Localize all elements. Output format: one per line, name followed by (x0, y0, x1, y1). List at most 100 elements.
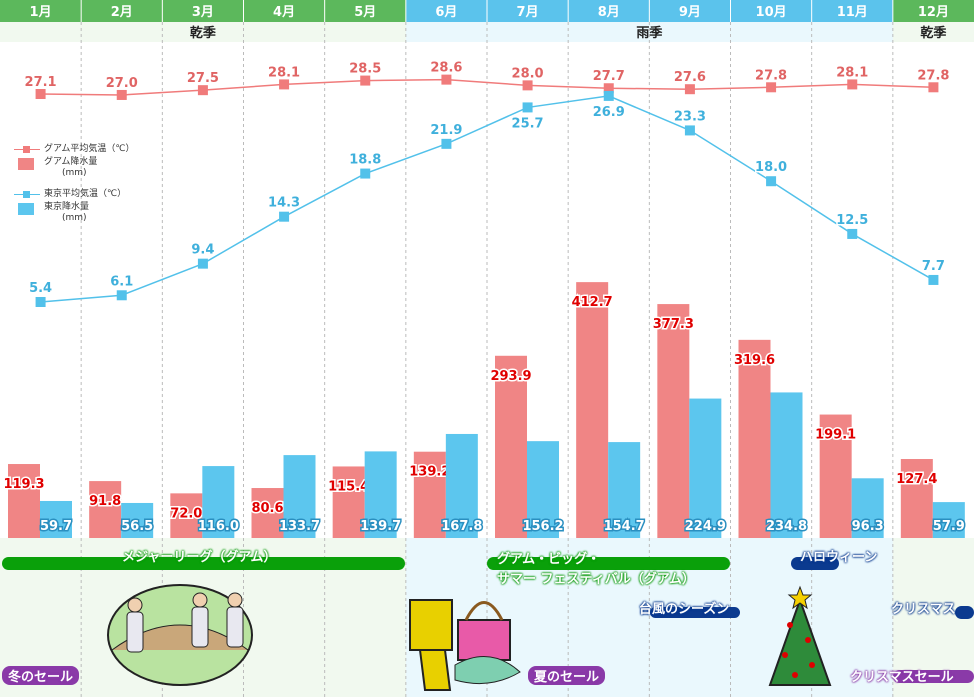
legend-square-icon (23, 146, 30, 153)
guam-temp-label: 27.0 (106, 76, 138, 91)
tree-icon (768, 596, 832, 686)
tokyo-rain-bar (364, 451, 397, 538)
legend-tokyo-rain: 東京降水量 (mm) (14, 202, 126, 224)
guam-temp-label: 27.8 (755, 68, 787, 83)
shopping-bag-icon (409, 599, 453, 651)
christmas-tree-illustration (768, 585, 832, 686)
tokyo-rain-label: 154.7 (604, 519, 645, 534)
legend-label: グアム降水量 (44, 157, 98, 167)
month-header (568, 0, 650, 22)
tokyo-temp-label: 12.5 (836, 213, 868, 228)
plot-bg (162, 42, 244, 538)
guam-temp-label: 27.7 (593, 69, 625, 84)
guam-rain-bar (657, 304, 690, 538)
guam-rain-label: 377.3 (653, 317, 694, 332)
guam-rain-bar (170, 493, 203, 538)
guam-temp-label: 28.1 (268, 65, 300, 80)
tokyo-rain-bar (121, 502, 154, 538)
season-label: 乾季 (920, 25, 946, 41)
month-header (649, 0, 731, 22)
tokyo-rain-label: 56.5 (121, 519, 153, 534)
tokyo-rain-bar (527, 441, 559, 538)
tokyo-temp-label: 26.9 (593, 105, 625, 120)
legend-label: 東京降水量 (44, 202, 90, 212)
tokyo-rain-bar (689, 398, 722, 538)
month-label: 1月 (30, 5, 52, 20)
xmas-sale-bar (893, 670, 974, 683)
guam-temp-point (603, 83, 614, 94)
tokyo-temp-point (279, 211, 290, 222)
tokyo-rain-bar (445, 433, 478, 538)
guam-rain-label: 412.7 (572, 295, 613, 310)
month-label: 2月 (111, 5, 133, 20)
tokyo-rain-bar (283, 455, 316, 538)
tokyo-temp-point (197, 258, 208, 269)
guam-temp-point (847, 79, 858, 90)
guam-rain-label: 319.6 (734, 353, 775, 368)
month-label: 4月 (273, 5, 295, 20)
guam-rain-bar (332, 466, 365, 538)
tokyo-temp-point (35, 296, 46, 307)
tokyo-rain-label: 96.3 (852, 519, 884, 534)
ornament (792, 672, 798, 678)
player-body (126, 611, 144, 653)
guam-rain-label: 293.9 (490, 369, 531, 384)
tokyo-temp-point (847, 228, 858, 239)
guam-rain-bar (8, 464, 40, 538)
event-mlb: メジャーリーグ（グアム） (122, 550, 277, 565)
guam-temp-point (116, 89, 127, 100)
event-halloween: ハロウィーン (800, 550, 878, 565)
guam-rain-label: 199.1 (815, 428, 856, 443)
baseball-illustration (107, 584, 253, 686)
star-icon (787, 585, 813, 610)
guam-temp-label: 28.6 (430, 61, 462, 76)
guam-temp-label: 28.0 (512, 66, 544, 81)
typhoon-bar (650, 607, 740, 618)
tokyo-temp-point (603, 90, 614, 101)
guam-rain-label: 80.6 (251, 501, 283, 516)
tokyo-temp-label: 23.3 (674, 109, 706, 124)
plot-bg (0, 42, 82, 538)
tokyo-temp-label: 6.1 (110, 274, 133, 289)
legend-guam: グアム平均気温（℃） グアム降水量 (mm) (14, 144, 134, 179)
month-label: 8月 (598, 5, 620, 20)
ornament (809, 662, 815, 668)
guam-temp-point (928, 82, 939, 93)
guam-rain-label: 115.4 (328, 479, 369, 494)
boot-icon (418, 649, 452, 691)
month-label: 10月 (756, 5, 787, 20)
tokyo-rain-label: 57.9 (933, 519, 965, 534)
tokyo-temp-label: 18.8 (349, 153, 381, 168)
tokyo-temp-point (766, 176, 777, 187)
guam-temp-point (360, 75, 371, 86)
month-header (81, 0, 163, 22)
legend-unit: (mm) (62, 213, 87, 223)
tokyo-temp-label: 9.4 (191, 243, 214, 258)
mlb-bar (2, 557, 405, 570)
guam-rain-label: 139.2 (409, 465, 450, 480)
month-label: 12月 (918, 5, 949, 20)
guam-rain-bar (413, 451, 446, 538)
scarf-icon (454, 656, 521, 685)
tokyo-temp-point (441, 138, 452, 149)
guam-temp-point (441, 74, 452, 85)
guam-temp-label: 27.1 (25, 75, 57, 90)
player-body (191, 606, 209, 648)
player-head (192, 592, 208, 608)
month-header (730, 0, 813, 22)
month-label: 7月 (517, 5, 539, 20)
plot-bg (81, 42, 163, 538)
christmas-bar (955, 606, 974, 619)
month-label: 9月 (679, 5, 701, 20)
tokyo-temp-point (522, 102, 533, 113)
guam-rain-label: 127.4 (896, 472, 937, 487)
month-header (243, 0, 326, 22)
guam-rain-bar (900, 459, 933, 538)
player-head (227, 592, 243, 608)
event-winter-sale: 冬のセール (2, 666, 80, 685)
guam-temp-label: 27.6 (674, 70, 706, 85)
tokyo-rain-label: 116.0 (198, 519, 239, 534)
ornament (805, 637, 811, 643)
month-header (405, 0, 488, 22)
